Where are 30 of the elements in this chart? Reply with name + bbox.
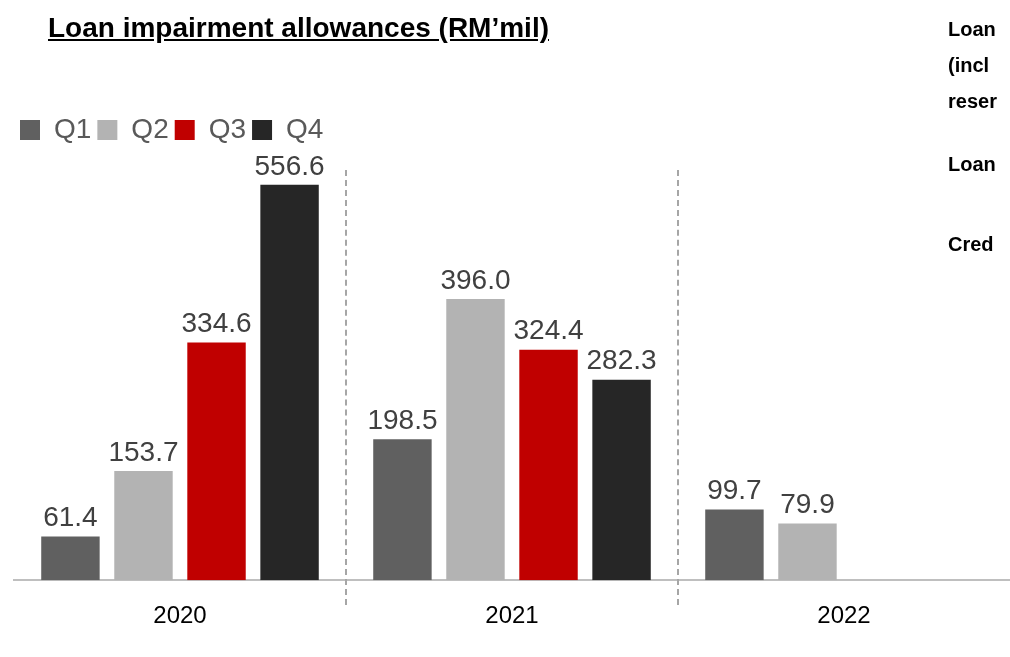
- annotation: Cred: [948, 233, 994, 256]
- bar: [373, 439, 432, 581]
- legend-label: Q4: [286, 112, 324, 144]
- text: reser: [948, 90, 997, 113]
- bar: [592, 379, 651, 581]
- bar: [519, 349, 578, 581]
- text: Loan: [948, 153, 996, 176]
- x-tick-label: 2020: [153, 601, 207, 629]
- legend-label: Q1: [54, 112, 92, 144]
- data-label: 396.0: [440, 263, 511, 295]
- data-label: 334.6: [181, 307, 252, 339]
- x-tick-label: 2021: [485, 601, 539, 629]
- data-label: 282.3: [586, 344, 657, 376]
- legend-label: Q2: [131, 112, 169, 144]
- bar: [260, 184, 319, 581]
- chart-title: Loan impairment allowances (RM’mil): [48, 12, 549, 44]
- data-label: 153.7: [108, 435, 179, 467]
- text: Loan: [948, 18, 996, 41]
- bar: [41, 536, 100, 581]
- data-label: 99.7: [707, 474, 762, 506]
- data-label: 79.9: [780, 488, 835, 520]
- data-label: 556.6: [254, 149, 325, 181]
- data-label: 324.4: [513, 314, 584, 346]
- text: (incl: [948, 54, 990, 77]
- bar: [187, 342, 246, 581]
- data-label: 61.4: [43, 501, 98, 533]
- legend-label: Q3: [208, 112, 247, 144]
- data-label: 198.5: [367, 403, 438, 435]
- bar: [705, 509, 764, 581]
- x-tick-label: 2022: [817, 601, 871, 629]
